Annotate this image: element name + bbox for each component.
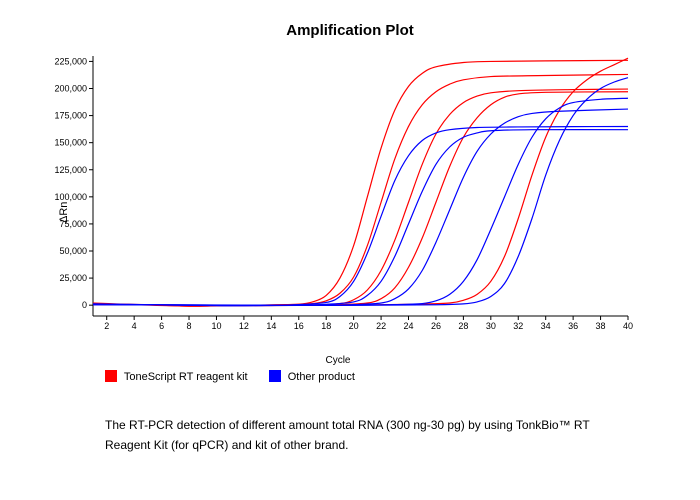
svg-text:8: 8	[187, 321, 192, 331]
svg-text:150,000: 150,000	[54, 138, 87, 148]
legend-label-b: Other product	[288, 371, 355, 383]
svg-text:36: 36	[568, 321, 578, 331]
svg-text:16: 16	[294, 321, 304, 331]
legend-label-a: ToneScript RT reagent kit	[124, 371, 248, 383]
svg-text:26: 26	[431, 321, 441, 331]
amplification-plot-page: Amplification Plot ΔRn 025,00050,00075,0…	[0, 0, 700, 500]
svg-text:6: 6	[159, 321, 164, 331]
legend-swatch-a	[105, 370, 117, 382]
svg-text:34: 34	[541, 321, 551, 331]
amplification-plot-svg: 025,00050,00075,000100,000125,000150,000…	[38, 48, 638, 338]
figure-caption: The RT-PCR detection of different amount…	[105, 415, 630, 456]
legend-item-b: Other product	[269, 371, 355, 383]
legend-item-a: ToneScript RT reagent kit	[105, 371, 251, 383]
svg-text:12: 12	[239, 321, 249, 331]
svg-text:32: 32	[513, 321, 523, 331]
svg-text:14: 14	[266, 321, 276, 331]
svg-text:4: 4	[132, 321, 137, 331]
svg-text:175,000: 175,000	[54, 111, 87, 121]
svg-text:38: 38	[596, 321, 606, 331]
svg-text:28: 28	[458, 321, 468, 331]
svg-text:18: 18	[321, 321, 331, 331]
svg-text:30: 30	[486, 321, 496, 331]
svg-text:40: 40	[623, 321, 633, 331]
chart-area: ΔRn 025,00050,00075,000100,000125,000150…	[38, 48, 638, 338]
svg-text:125,000: 125,000	[54, 165, 87, 175]
svg-text:2: 2	[104, 321, 109, 331]
svg-text:200,000: 200,000	[54, 84, 87, 94]
svg-text:25,000: 25,000	[59, 273, 87, 283]
svg-text:0: 0	[82, 300, 87, 310]
chart-title: Amplification Plot	[0, 0, 700, 39]
svg-text:100,000: 100,000	[54, 192, 87, 202]
svg-text:22: 22	[376, 321, 386, 331]
svg-text:225,000: 225,000	[54, 56, 87, 66]
x-axis-label: Cycle	[38, 355, 638, 366]
svg-text:20: 20	[349, 321, 359, 331]
svg-text:24: 24	[404, 321, 414, 331]
svg-text:50,000: 50,000	[59, 246, 87, 256]
legend: ToneScript RT reagent kit Other product	[105, 370, 373, 383]
legend-swatch-b	[269, 370, 281, 382]
y-axis-label: ΔRn	[58, 202, 70, 223]
svg-text:10: 10	[211, 321, 221, 331]
